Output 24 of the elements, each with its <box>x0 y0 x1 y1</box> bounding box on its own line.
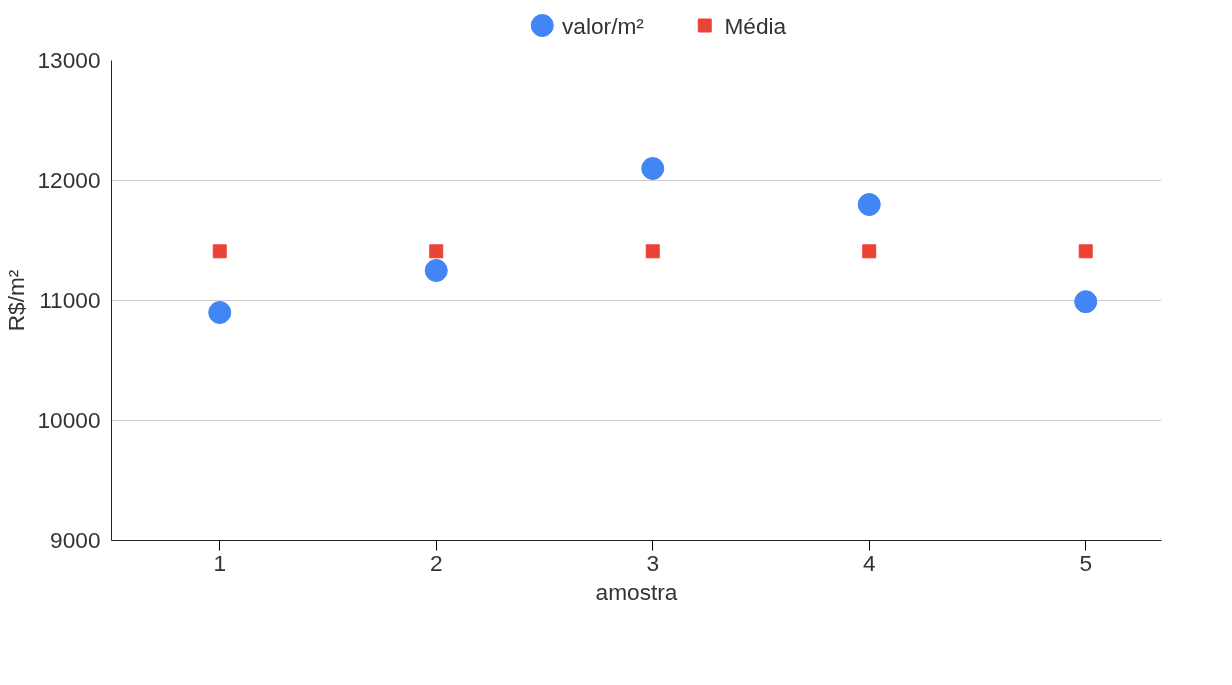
x-tick-label: 4 <box>862 549 876 576</box>
y-tick-label: 10000 <box>37 407 101 433</box>
point <box>862 244 877 259</box>
x-tick-label: 2 <box>429 549 443 576</box>
point <box>1074 290 1098 314</box>
point <box>1078 244 1093 259</box>
x-tick-label: 1 <box>213 549 227 576</box>
legend-label: Média <box>724 12 787 39</box>
point <box>857 193 881 216</box>
y-tick-label: 12000 <box>37 167 101 193</box>
x-axis-title: amostra <box>595 578 678 605</box>
point <box>641 157 665 180</box>
y-tick-label: 9000 <box>50 527 101 553</box>
x-tick-label: 3 <box>646 549 660 576</box>
point <box>429 244 444 259</box>
y-tick-label: 11000 <box>39 287 101 313</box>
point <box>212 244 227 259</box>
point <box>208 301 232 324</box>
y-tick-label: 13000 <box>37 47 101 73</box>
legend-label: valor/m² <box>562 12 645 39</box>
point <box>645 244 660 259</box>
y-axis-title: R$/m² <box>3 269 30 332</box>
x-tick-label: 5 <box>1079 549 1093 576</box>
point <box>424 259 448 282</box>
